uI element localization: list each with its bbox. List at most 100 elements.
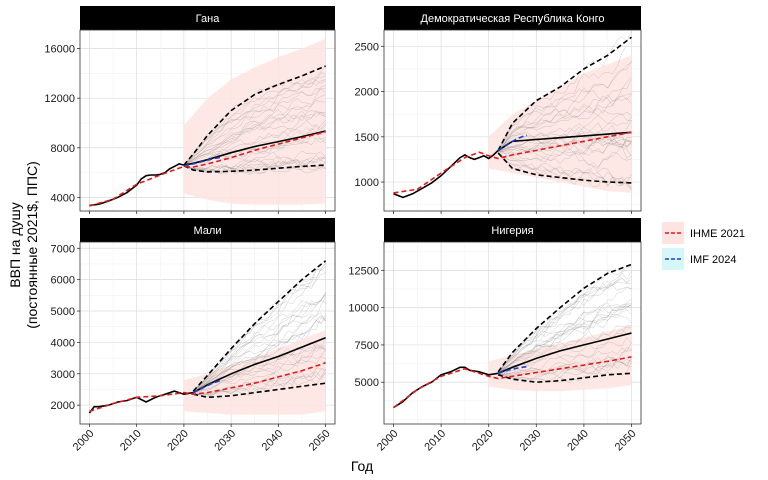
- y-tick-label: 2000: [355, 87, 379, 99]
- plot-area: [80, 242, 335, 424]
- panel-border: [383, 29, 642, 212]
- x-tick-label: 2000: [375, 428, 401, 454]
- scenario-path: [183, 87, 326, 166]
- scenario-path: [193, 344, 326, 393]
- facet-title: Демократическая Республика Конго: [421, 13, 605, 25]
- scenario-path: [193, 353, 326, 394]
- scenario-path: [183, 157, 326, 172]
- y-tick-label: 8000: [51, 143, 75, 155]
- x-tick-label: 2040: [260, 428, 286, 454]
- scenario-path: [498, 40, 632, 151]
- scenario-path: [193, 314, 326, 393]
- scenario-path: [498, 302, 632, 373]
- upper-bound-line: [497, 36, 632, 151]
- y-tick-label: 2000: [51, 400, 75, 412]
- y-tick-label: 16000: [44, 44, 75, 56]
- panel-1: Гана 4000 8000 12000 16000: [44, 6, 336, 214]
- ihme-2021-line: [393, 356, 632, 409]
- scenario-path: [193, 367, 326, 396]
- scenario-path: [183, 94, 326, 166]
- scenario-path: [193, 315, 326, 393]
- scenario-path: [498, 281, 632, 373]
- scenario-path: [498, 303, 632, 373]
- scenario-path: [498, 120, 632, 151]
- scenario-path: [498, 152, 632, 186]
- scenario-path: [498, 134, 632, 153]
- imf-2024-line: [192, 379, 222, 394]
- scenario-path: [183, 119, 326, 166]
- scenario-path: [498, 152, 632, 184]
- upper-bound-line: [497, 263, 632, 373]
- scenario-path: [183, 79, 326, 166]
- scenario-path: [498, 76, 632, 151]
- scenario-path: [193, 292, 326, 392]
- scenario-path: [193, 300, 326, 393]
- y-tick-label: 12000: [44, 93, 75, 105]
- scenario-path: [498, 309, 632, 373]
- scenario-path: [183, 110, 326, 166]
- scenario-path: [498, 133, 632, 152]
- scenario-path: [183, 150, 326, 172]
- scenario-path: [498, 359, 632, 380]
- x-tick-label: 2010: [118, 428, 144, 454]
- x-tick-label: 2040: [565, 428, 591, 454]
- scenario-path: [498, 61, 632, 151]
- y-tick-label: 4000: [51, 337, 75, 349]
- scenario-path: [193, 292, 326, 392]
- median-forecast-line: [497, 332, 632, 375]
- imf-2024-line: [497, 134, 528, 152]
- scenario-path: [498, 151, 632, 169]
- scenario-path: [193, 317, 326, 393]
- scenario-path: [183, 76, 326, 166]
- panel-4: Нигерия 5000 7500 10000 12500 2000 2010 2020 203…: [348, 218, 642, 454]
- ihme-uncertainty-band: [488, 55, 632, 193]
- y-tick-label: 5000: [51, 306, 75, 318]
- scenario-path: [498, 298, 632, 373]
- scenario-path: [183, 72, 326, 166]
- x-tick-label: 2020: [470, 428, 496, 454]
- scenario-path: [183, 110, 326, 166]
- scenario-path: [498, 93, 632, 151]
- scenario-path: [498, 303, 632, 373]
- scenario-path: [183, 112, 326, 166]
- scenario-path: [193, 294, 326, 392]
- scenario-path: [498, 357, 632, 375]
- scenario-path: [183, 79, 326, 166]
- scenario-path: [498, 264, 632, 373]
- y-tick-label: 1000: [355, 177, 379, 189]
- y-tick-label: 1500: [355, 132, 379, 144]
- scenario-path: [498, 140, 632, 157]
- x-tick-label: 2010: [422, 428, 448, 454]
- scenario-path: [193, 360, 326, 394]
- facet-strip: [80, 218, 335, 242]
- ihme-2021-line: [393, 131, 632, 194]
- scenario-path: [498, 356, 632, 376]
- x-axis-title: Год: [351, 458, 373, 474]
- scenario-path: [498, 146, 632, 168]
- facet-strip: [384, 6, 641, 30]
- x-tick-label: 2030: [518, 428, 544, 454]
- scenario-path: [498, 93, 632, 151]
- y-tick-label: 2500: [355, 41, 379, 53]
- plot-area: [384, 30, 641, 211]
- facet-title: Гана: [196, 13, 221, 25]
- x-tick-label: 2020: [165, 428, 191, 454]
- facet-strip: [384, 218, 641, 242]
- y-tick-label: 10000: [348, 303, 379, 315]
- ihme-2021-line: [89, 130, 326, 207]
- scenario-path: [183, 100, 326, 166]
- scenario-path: [183, 120, 326, 166]
- scenario-path: [193, 273, 326, 392]
- legend-label: IMF 2024: [690, 254, 736, 266]
- scenario-path: [498, 62, 632, 151]
- scenario-path: [498, 314, 632, 374]
- upper-bound-line: [183, 65, 326, 166]
- legend: IHME 2021 IMF 2024: [662, 222, 745, 270]
- facet-title: Мали: [194, 225, 222, 237]
- scenario-path: [193, 372, 326, 397]
- scenario-path: [498, 304, 632, 373]
- scenario-path: [183, 159, 326, 174]
- scenario-path: [498, 304, 632, 373]
- scenario-path: [498, 113, 632, 151]
